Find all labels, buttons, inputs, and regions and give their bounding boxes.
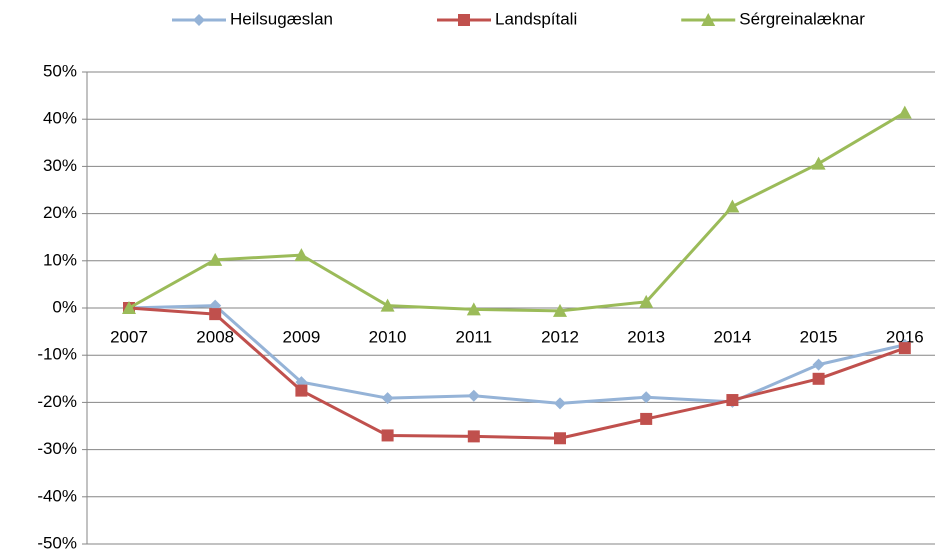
y-tick-label: 30% — [43, 156, 77, 175]
x-tick-label: 2008 — [196, 327, 234, 346]
marker — [208, 252, 223, 266]
marker — [554, 397, 566, 410]
marker — [812, 358, 825, 371]
marker — [898, 342, 911, 355]
legend-item: Heilsugæslan — [172, 9, 333, 28]
x-tick-label: 2009 — [282, 327, 320, 346]
legend-label: Heilsugæslan — [230, 9, 333, 28]
marker — [381, 392, 394, 405]
y-tick-label: 0% — [52, 297, 77, 316]
marker — [380, 298, 395, 312]
y-tick-label: -10% — [37, 345, 77, 364]
marker — [294, 248, 309, 262]
x-tick-label: 2016 — [886, 327, 924, 346]
marker — [726, 394, 739, 407]
marker — [467, 430, 480, 443]
marker — [640, 412, 653, 425]
legend-label: Landspítali — [495, 9, 577, 28]
x-tick-label: 2012 — [541, 327, 579, 346]
x-tick-label: 2013 — [627, 327, 665, 346]
x-tick-label: 2015 — [800, 327, 838, 346]
y-tick-label: -50% — [37, 533, 77, 552]
marker — [812, 372, 825, 385]
y-tick-label: 20% — [43, 203, 77, 222]
legend-label: Sérgreinalæknar — [739, 9, 865, 28]
legend: Heilsugæslan Landspítali Sérgreinalæknar — [172, 9, 865, 28]
x-tick-label: 2010 — [369, 327, 407, 346]
marker — [295, 384, 308, 397]
x-tick-label: 2014 — [713, 327, 751, 346]
marker — [725, 199, 740, 213]
x-tick-label: 2011 — [456, 327, 493, 346]
y-tick-label: 10% — [43, 250, 77, 269]
x-tick-label: 2007 — [110, 327, 148, 346]
series-line — [128, 304, 906, 405]
marker — [122, 301, 136, 314]
marker — [466, 302, 481, 316]
marker — [639, 294, 654, 308]
y-tick-label: -30% — [37, 439, 77, 458]
legend-item: Landspítali — [437, 9, 577, 28]
series-line — [128, 306, 906, 440]
y-tick-label: 40% — [43, 109, 77, 128]
marker — [640, 391, 653, 404]
marker — [381, 429, 394, 442]
marker — [554, 432, 566, 445]
series-line — [128, 111, 906, 313]
marker — [209, 308, 222, 321]
marker — [458, 14, 470, 26]
y-tick-label: -40% — [37, 486, 77, 505]
marker — [897, 105, 912, 119]
marker — [193, 14, 205, 26]
marker — [701, 13, 716, 26]
marker — [811, 156, 826, 170]
legend-item: Sérgreinalæknar — [681, 9, 865, 28]
y-tick-label: 50% — [43, 61, 77, 80]
marker — [553, 303, 567, 317]
marker — [467, 389, 480, 402]
y-tick-label: -20% — [37, 392, 77, 411]
